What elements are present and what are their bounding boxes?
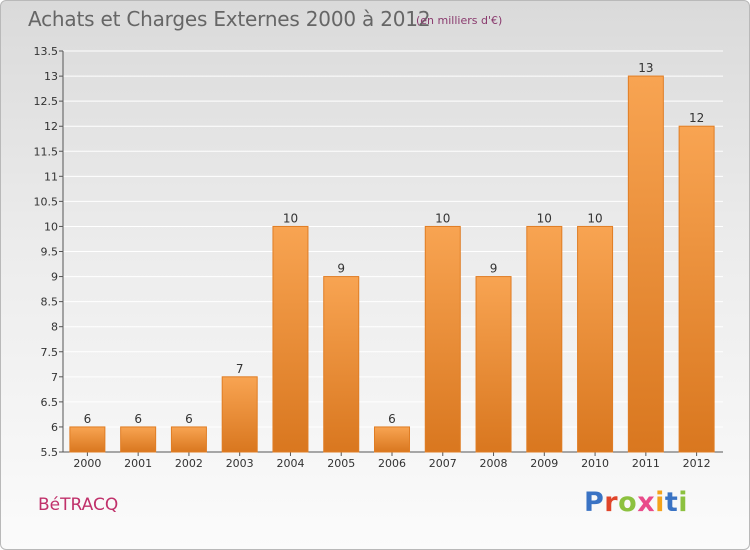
y-tick-label: 12.5 (34, 95, 59, 108)
logo-letter: i (678, 487, 689, 518)
town-name: BéTRACQ (38, 495, 119, 515)
bar-value-label: 10 (537, 211, 552, 225)
y-tick-label: 8 (51, 321, 58, 334)
bar-2005 (323, 276, 360, 453)
y-tick-label: 7 (51, 371, 58, 384)
y-tick-label: 10.5 (34, 195, 59, 208)
logo-letter: o (618, 487, 638, 518)
y-tick-label: 11.5 (34, 145, 59, 158)
bar-value-label: 6 (185, 412, 193, 426)
y-tick-label: 8.5 (41, 296, 59, 309)
bar-value-label: 10 (283, 211, 298, 225)
bar-value-label: 6 (84, 412, 92, 426)
axes: 5.5 6 6.5 7 7.5 8 8.5 9 9.5 10 10.5 11 11.5 12 12.5 13 1… (34, 45, 723, 470)
x-tick-label: 2002 (175, 457, 203, 470)
bar-2004 (272, 225, 309, 453)
x-tick-label: 2007 (429, 457, 457, 470)
bar-2006 (374, 426, 410, 453)
x-tick-label: 2012 (683, 457, 711, 470)
logo-letter: t (664, 487, 679, 518)
bar-2002 (170, 426, 207, 453)
bar-value-label: 10 (587, 211, 602, 225)
chart-subtitle: (en milliers d'€) (416, 14, 503, 27)
bars: 6 6 6 7 10 9 6 10 9 10 10 13 12 (69, 61, 715, 453)
y-tick-label: 12 (44, 120, 58, 133)
y-tick-label: 7.5 (41, 346, 59, 359)
bar-2000 (69, 426, 106, 453)
bar-2003 (221, 376, 258, 453)
y-tick-label: 13 (44, 70, 58, 83)
x-tick-label: 2010 (581, 457, 609, 470)
x-tick-label: 2008 (480, 457, 508, 470)
y-tick-label: 9 (51, 271, 58, 284)
y-tick-label: 10 (44, 220, 58, 233)
y-tick-label: 5.5 (41, 446, 59, 459)
x-tick-label: 2009 (530, 457, 558, 470)
chart-title: Achats et Charges Externes 2000 à 2012 (28, 7, 431, 31)
bar-value-label: 12 (689, 111, 704, 125)
y-tick-label: 11 (44, 170, 58, 183)
logo-letter: r (604, 487, 619, 518)
bar-2012 (678, 125, 715, 453)
y-tick-label: 6.5 (41, 396, 59, 409)
x-tick-label: 2005 (327, 457, 355, 470)
x-tick-label: 2001 (124, 457, 152, 470)
x-tick-label: 2000 (73, 457, 101, 470)
proxiti-logo: Proxiti (584, 487, 688, 518)
bar-2008 (475, 276, 512, 453)
bar-value-label: 10 (435, 211, 450, 225)
bar-2001 (120, 426, 157, 453)
x-tick-label: 2004 (276, 457, 304, 470)
bar-value-label: 13 (638, 61, 653, 75)
bar-value-label: 9 (490, 262, 498, 276)
y-tick-label: 6 (51, 421, 58, 434)
bar-2007 (424, 225, 461, 453)
bar-value-label: 7 (236, 362, 244, 376)
logo-letter: x (637, 487, 656, 518)
bar-2010 (577, 225, 614, 453)
logo-letter: P (584, 487, 605, 518)
logo-letter: i (655, 487, 665, 518)
bar-value-label: 6 (388, 412, 396, 426)
y-tick-label: 13.5 (34, 45, 59, 58)
bar-value-label: 6 (134, 412, 142, 426)
y-tick-label: 9.5 (41, 246, 59, 259)
grid-lines (63, 50, 723, 453)
bar-2009 (526, 225, 563, 453)
x-tick-label: 2006 (378, 457, 406, 470)
bar-2011 (627, 75, 664, 453)
x-tick-label: 2011 (632, 457, 660, 470)
x-tick-label: 2003 (226, 457, 254, 470)
bar-value-label: 9 (337, 262, 345, 276)
